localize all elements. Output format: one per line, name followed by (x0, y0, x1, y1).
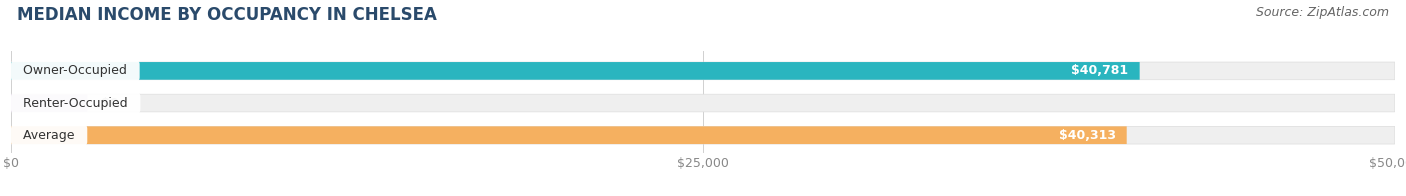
FancyBboxPatch shape (11, 126, 1126, 144)
Text: $0: $0 (101, 97, 118, 110)
FancyBboxPatch shape (11, 126, 1395, 144)
Text: MEDIAN INCOME BY OCCUPANCY IN CHELSEA: MEDIAN INCOME BY OCCUPANCY IN CHELSEA (17, 6, 437, 24)
Text: Source: ZipAtlas.com: Source: ZipAtlas.com (1256, 6, 1389, 19)
Text: Average: Average (15, 129, 83, 142)
FancyBboxPatch shape (11, 94, 1395, 112)
FancyBboxPatch shape (11, 62, 1140, 80)
Text: Renter-Occupied: Renter-Occupied (15, 97, 136, 110)
FancyBboxPatch shape (11, 94, 87, 112)
Text: Owner-Occupied: Owner-Occupied (15, 64, 135, 77)
Text: $40,313: $40,313 (1059, 129, 1115, 142)
Text: $40,781: $40,781 (1071, 64, 1129, 77)
FancyBboxPatch shape (11, 62, 1395, 80)
